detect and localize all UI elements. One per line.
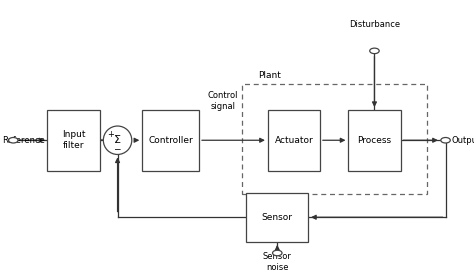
Text: Disturbance: Disturbance <box>349 20 400 29</box>
Ellipse shape <box>103 126 132 155</box>
Text: Reference: Reference <box>2 136 45 145</box>
Text: Sensor
noise: Sensor noise <box>263 252 292 272</box>
Circle shape <box>370 48 379 54</box>
Bar <box>348 110 401 170</box>
Text: Actuator: Actuator <box>274 136 313 145</box>
Text: −: − <box>113 144 120 153</box>
Text: Σ: Σ <box>114 135 121 145</box>
Circle shape <box>441 138 450 143</box>
Bar <box>268 110 320 170</box>
Text: Controller: Controller <box>148 136 193 145</box>
Bar <box>142 110 199 170</box>
Text: Sensor: Sensor <box>262 213 293 222</box>
Text: Plant: Plant <box>258 71 281 80</box>
Circle shape <box>273 250 282 256</box>
Text: Process: Process <box>357 136 392 145</box>
Bar <box>242 84 427 194</box>
Bar <box>47 110 100 170</box>
Bar <box>246 192 308 242</box>
Text: Output: Output <box>451 136 474 145</box>
Text: Input
filter: Input filter <box>62 130 85 150</box>
Circle shape <box>9 138 18 143</box>
Text: +: + <box>107 130 114 139</box>
Text: Control
signal: Control signal <box>208 91 238 111</box>
